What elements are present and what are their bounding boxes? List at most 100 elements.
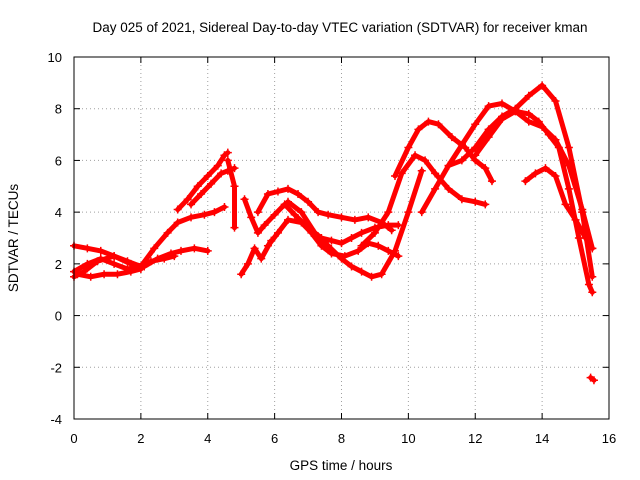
data-point bbox=[223, 148, 232, 157]
data-point bbox=[126, 267, 135, 276]
series-track-s bbox=[586, 373, 598, 385]
data-point bbox=[571, 215, 580, 224]
series-line bbox=[392, 119, 495, 184]
data-point bbox=[257, 254, 266, 263]
data-point bbox=[263, 241, 272, 250]
data-point bbox=[297, 208, 306, 217]
data-point bbox=[193, 182, 202, 191]
data-point bbox=[113, 270, 122, 279]
data-point bbox=[250, 244, 259, 253]
x-tick-label: 10 bbox=[401, 431, 415, 446]
chart-title: Day 025 of 2021, Sidereal Day-to-day VTE… bbox=[93, 20, 588, 35]
axis-ticks: 0 2 4 6 8 10 12 14 16 -4 -2 0 2 4 6 8 10 bbox=[48, 50, 617, 446]
data-point bbox=[404, 208, 413, 217]
data-point bbox=[253, 228, 262, 237]
data-point bbox=[384, 208, 393, 217]
data-point bbox=[544, 130, 553, 139]
data-point bbox=[551, 96, 560, 105]
data-point bbox=[324, 210, 333, 219]
series-track-o bbox=[417, 99, 597, 253]
data-point bbox=[173, 205, 182, 214]
data-point bbox=[297, 218, 306, 227]
data-point bbox=[310, 228, 319, 237]
x-tick-label: 4 bbox=[204, 431, 211, 446]
data-point bbox=[284, 197, 292, 206]
data-point bbox=[370, 228, 379, 237]
x-tick-label: 6 bbox=[271, 431, 278, 446]
data-point bbox=[110, 259, 119, 268]
data-point bbox=[163, 228, 172, 237]
data-point bbox=[498, 99, 506, 108]
y-tick-label: 4 bbox=[55, 205, 62, 220]
y-tick-label: -4 bbox=[50, 412, 62, 427]
data-point bbox=[357, 241, 366, 250]
data-point bbox=[377, 270, 386, 279]
data-point bbox=[417, 166, 426, 175]
data-point bbox=[347, 262, 356, 271]
data-point bbox=[444, 161, 453, 170]
x-tick-label: 14 bbox=[535, 431, 549, 446]
data-point bbox=[541, 164, 550, 173]
series-line bbox=[446, 82, 595, 280]
data-point bbox=[394, 252, 403, 261]
series-line bbox=[522, 165, 595, 251]
data-point bbox=[471, 143, 480, 152]
data-point bbox=[581, 234, 590, 242]
data-point bbox=[457, 195, 466, 204]
data-point bbox=[237, 270, 246, 279]
data-point bbox=[240, 195, 249, 204]
data-point bbox=[263, 190, 272, 199]
data-point bbox=[170, 252, 179, 261]
data-point bbox=[417, 208, 426, 217]
data-point bbox=[247, 213, 256, 222]
data-point bbox=[564, 143, 573, 152]
data-point bbox=[177, 246, 185, 255]
data-point bbox=[584, 280, 593, 289]
data-point bbox=[337, 239, 346, 248]
series-line bbox=[472, 108, 595, 295]
series-track-k bbox=[263, 215, 403, 261]
data-point bbox=[554, 143, 563, 152]
data-point bbox=[146, 257, 155, 266]
data-point bbox=[347, 234, 356, 242]
data-point bbox=[350, 215, 359, 224]
data-point bbox=[414, 125, 423, 134]
data-point bbox=[411, 151, 420, 160]
data-point bbox=[384, 246, 393, 255]
data-point bbox=[589, 376, 598, 385]
data-point bbox=[357, 228, 366, 237]
data-point bbox=[397, 169, 406, 178]
y-tick-label: 2 bbox=[55, 257, 62, 272]
data-point bbox=[574, 234, 583, 242]
data-point bbox=[421, 156, 430, 165]
data-point bbox=[173, 218, 182, 227]
data-point bbox=[100, 270, 109, 279]
x-axis-label: GPS time / hours bbox=[290, 458, 393, 473]
data-point bbox=[203, 171, 212, 180]
data-point bbox=[447, 133, 456, 142]
data-point bbox=[223, 156, 232, 165]
series-track-l bbox=[284, 166, 426, 281]
series-track-q bbox=[471, 107, 597, 297]
data-point bbox=[481, 200, 490, 209]
data-point bbox=[83, 259, 92, 268]
data-point bbox=[457, 140, 466, 149]
data-point bbox=[481, 164, 490, 173]
series-line bbox=[175, 150, 231, 213]
y-tick-label: 0 bbox=[55, 309, 62, 324]
series-track-j bbox=[253, 184, 396, 235]
data-point bbox=[217, 169, 226, 178]
series-track-r bbox=[521, 164, 597, 253]
data-point bbox=[273, 228, 282, 237]
data-point bbox=[471, 151, 480, 160]
series-track-g bbox=[223, 156, 239, 232]
y-axis-label: SDTVAR / TECUs bbox=[6, 184, 21, 293]
data-point bbox=[83, 244, 92, 253]
data-point bbox=[487, 177, 496, 186]
data-point bbox=[110, 252, 119, 261]
data-point bbox=[230, 223, 239, 232]
data-point bbox=[404, 143, 413, 152]
data-point bbox=[534, 117, 543, 126]
data-point bbox=[260, 221, 269, 230]
